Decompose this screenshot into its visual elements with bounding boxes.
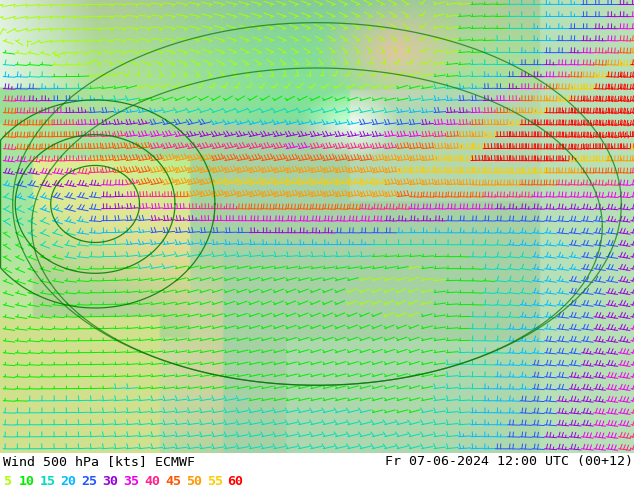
Text: 5: 5 xyxy=(3,475,11,488)
Text: 25: 25 xyxy=(81,475,97,488)
Text: 15: 15 xyxy=(39,475,55,488)
Text: 30: 30 xyxy=(102,475,118,488)
Text: 35: 35 xyxy=(123,475,139,488)
Text: 45: 45 xyxy=(165,475,181,488)
Text: 50: 50 xyxy=(186,475,202,488)
Text: Wind 500 hPa [kts] ECMWF: Wind 500 hPa [kts] ECMWF xyxy=(3,455,195,468)
Text: 40: 40 xyxy=(144,475,160,488)
Text: 10: 10 xyxy=(18,475,34,488)
Text: Fr 07-06-2024 12:00 UTC (00+12): Fr 07-06-2024 12:00 UTC (00+12) xyxy=(385,455,633,468)
Text: 60: 60 xyxy=(228,475,243,488)
Text: 55: 55 xyxy=(207,475,223,488)
Text: 20: 20 xyxy=(60,475,76,488)
